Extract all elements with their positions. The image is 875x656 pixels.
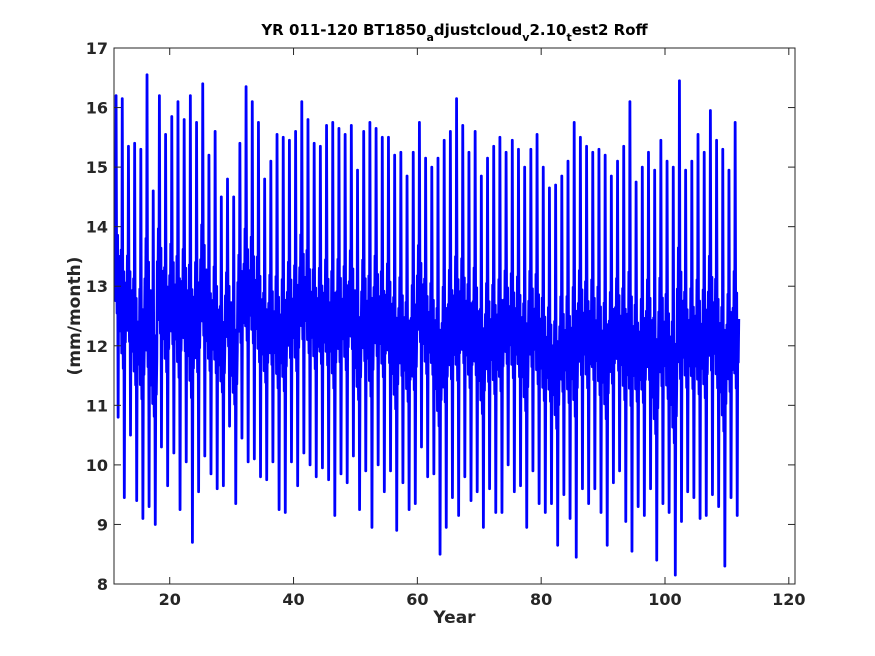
- y-tick-label: 17: [86, 39, 108, 58]
- series-line: [114, 73, 741, 577]
- x-tick-label: 20: [159, 590, 181, 609]
- title-subscript: t: [566, 31, 571, 44]
- title-subscript: v: [522, 31, 530, 44]
- y-tick-label: 12: [86, 337, 108, 356]
- chart-title: YR 011-120 BT1850adjustcloudv2.10test2 R…: [260, 21, 648, 44]
- x-tick-label: 100: [648, 590, 681, 609]
- series-layer: [114, 73, 741, 577]
- y-tick-label: 14: [86, 218, 108, 237]
- x-tick-label: 40: [282, 590, 304, 609]
- y-tick-label: 13: [86, 277, 108, 296]
- title-segment: YR 011-120 BT1850: [260, 21, 426, 39]
- y-tick-label: 11: [86, 396, 108, 415]
- y-tick-label: 16: [86, 99, 108, 118]
- title-subscript: a: [426, 31, 433, 44]
- y-tick-label: 15: [86, 158, 108, 177]
- y-axis: 8 9 10 11 12 13 14 15 16 17: [86, 39, 795, 594]
- y-tick-label: 8: [97, 575, 108, 594]
- x-axis: 20 40 60 80 100 120: [159, 48, 806, 609]
- x-tick-label: 80: [530, 590, 552, 609]
- title-segment: 2.10: [529, 21, 566, 39]
- y-tick-label: 10: [86, 456, 108, 475]
- y-tick-label: 9: [97, 515, 108, 534]
- y-axis-label: (mm/month): [65, 257, 85, 376]
- x-axis-label: Year: [432, 608, 476, 628]
- x-tick-label: 120: [772, 590, 805, 609]
- axes-box: [113, 47, 796, 585]
- title-segment: djustcloud: [434, 21, 522, 39]
- title-segment: est2 Roff: [572, 21, 649, 39]
- x-tick-label: 60: [406, 590, 428, 609]
